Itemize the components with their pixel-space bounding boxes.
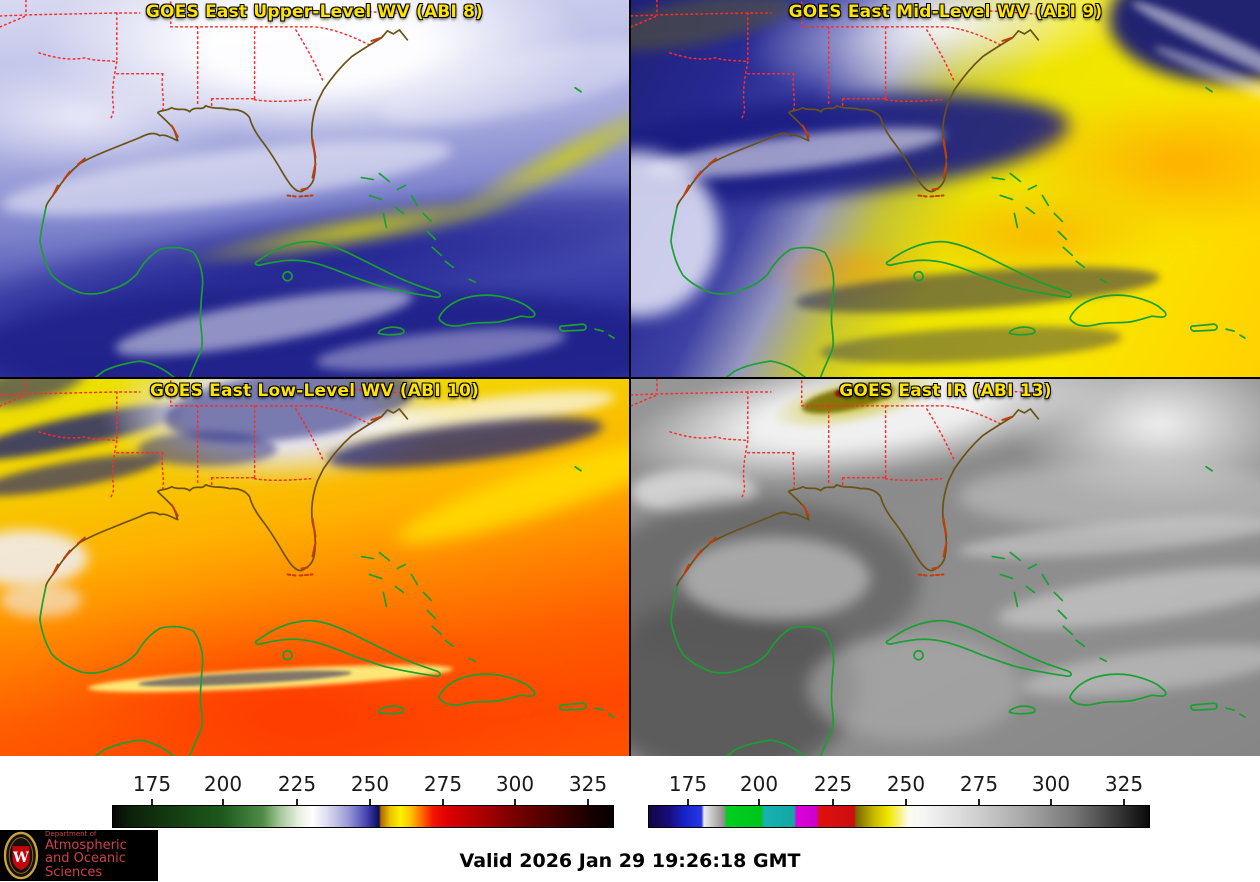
crest-initial: W (12, 850, 30, 866)
colorbar-tick-mark (514, 799, 516, 805)
colorbar-tick-mark (1123, 799, 1125, 805)
colorbar-tick-mark (1050, 799, 1052, 805)
colorbar-tick-label: 300 (1031, 772, 1071, 796)
panel-goes-east-ir-abi13: GOES East IR (ABI 13) (631, 379, 1260, 756)
uw-crest-icon: W (3, 831, 39, 880)
colorbar-tick-mark (758, 799, 760, 805)
panel-title: GOES East IR (ABI 13) (839, 381, 1052, 401)
panel-goes-east-mid-level-wv-abi9: GOES East Mid-Level WV (ABI 9) (631, 0, 1260, 377)
colorbar-tick-label: 325 (1104, 772, 1144, 796)
map-overlay (631, 0, 1247, 377)
colorbar-tick-label: 175 (668, 772, 708, 796)
satellite-imagery-texture (631, 0, 1260, 377)
colorbar-tick-label: 225 (277, 772, 317, 796)
panel-title: GOES East Upper-Level WV (ABI 8) (145, 2, 484, 22)
colorbar-tick-label: 300 (495, 772, 535, 796)
colorbar-tick-mark (905, 799, 907, 805)
valid-timestamp: Valid 2026 Jan 29 19:26:18 GMT (459, 850, 801, 872)
colorbar-tick-mark (442, 799, 444, 805)
wv-colorbar (112, 805, 614, 828)
colorbar-tick-mark (296, 799, 298, 805)
wv-colorbar-group: 175 200 225 250 275 300 325 (112, 772, 614, 842)
panel-goes-east-low-level-wv-abi10: GOES East Low-Level WV (ABI 10) (0, 379, 629, 756)
ir-colorbar-group: 175 200 225 250 275 300 325 (648, 772, 1150, 842)
colorbar-tick-label: 200 (203, 772, 243, 796)
logo-name-line1: Atmospheric (45, 837, 127, 853)
colorbar-tick-label: 175 (132, 772, 172, 796)
colorbar-tick-label: 250 (886, 772, 926, 796)
logo-text: Department of Atmospheric and Oceanic Sc… (45, 830, 158, 880)
colorbar-tick-mark (369, 799, 371, 805)
satellite-imagery-texture (0, 0, 629, 377)
colorbar-tick-mark (687, 799, 689, 805)
map-overlay (0, 0, 616, 377)
logo-name-line2: and Oceanic Sciences (45, 851, 126, 880)
colorbar-tick-label: 275 (423, 772, 463, 796)
uw-aos-logo: W Department of Atmospheric and Oceanic … (0, 830, 158, 881)
colorbar-tick-mark (151, 799, 153, 805)
colorbar-tick-mark (832, 799, 834, 805)
panel-goes-east-upper-level-wv-abi8: GOES East Upper-Level WV (ABI 8) (0, 0, 629, 377)
logo-department-line: Department of (45, 830, 97, 839)
colorbar-tick-label: 250 (350, 772, 390, 796)
colorbar-tick-mark (978, 799, 980, 805)
satellite-imagery-texture (0, 379, 629, 756)
colorbar-tick-label: 325 (568, 772, 608, 796)
colorbar-tick-label: 225 (813, 772, 853, 796)
ir-colorbar (648, 805, 1150, 828)
colorbar-tick-mark (222, 799, 224, 805)
footer: 175 200 225 250 275 300 325 175 200 225 … (0, 758, 1260, 882)
colorbar-tick-mark (587, 799, 589, 805)
satellite-quad-grid: GOES East Upper-Level WV (ABI 8) GOES Ea… (0, 0, 1260, 756)
map-overlay (631, 379, 1247, 756)
panel-title: GOES East Mid-Level WV (ABI 9) (788, 2, 1103, 22)
satellite-imagery-texture (631, 379, 1260, 756)
colorbar-tick-label: 200 (739, 772, 779, 796)
map-overlay (0, 379, 616, 756)
colorbar-tick-label: 275 (959, 772, 999, 796)
panel-title: GOES East Low-Level WV (ABI 10) (149, 381, 479, 401)
